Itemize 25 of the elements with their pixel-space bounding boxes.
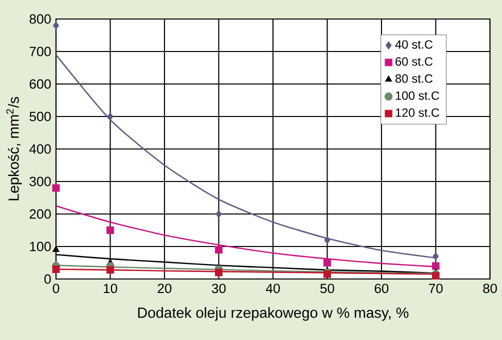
y-tick-label: 200 [30, 209, 51, 219]
x-tick-label: 10 [104, 284, 118, 294]
y-tick-label: 500 [30, 112, 51, 122]
y-tick-label: 800 [30, 14, 51, 24]
x-tick-label: 0 [52, 284, 60, 294]
x-tick-label: 20 [158, 284, 172, 294]
y-axis-title: Lepkość, mm$^{2}$/s [6, 97, 22, 200]
y-tick-label: 700 [30, 46, 51, 56]
x-tick-label: 30 [212, 284, 226, 294]
x-tick-label: 60 [374, 284, 388, 294]
x-axis-title: Dodatek oleju rzepakowego w % masy, % [138, 307, 408, 321]
legend-label: 120 st.C [396, 108, 440, 117]
x-tick-label: 50 [320, 284, 334, 294]
x-tick-label: 80 [483, 284, 497, 294]
y-tick-label: 400 [29, 144, 51, 154]
x-tick-label: 40 [266, 284, 280, 294]
legend-label: 40 st.C [395, 40, 433, 49]
legend-label: 80 st.C [395, 74, 433, 83]
legend-label: 60 st.C [396, 57, 433, 66]
y-tick-label: 600 [30, 79, 51, 89]
y-tick-label: 300 [30, 176, 51, 186]
y-tick-label: 0 [44, 274, 51, 284]
legend-label: 100 st.C [396, 91, 440, 100]
x-tick-label: 70 [429, 284, 443, 294]
y-tick-label: 100 [30, 242, 51, 252]
